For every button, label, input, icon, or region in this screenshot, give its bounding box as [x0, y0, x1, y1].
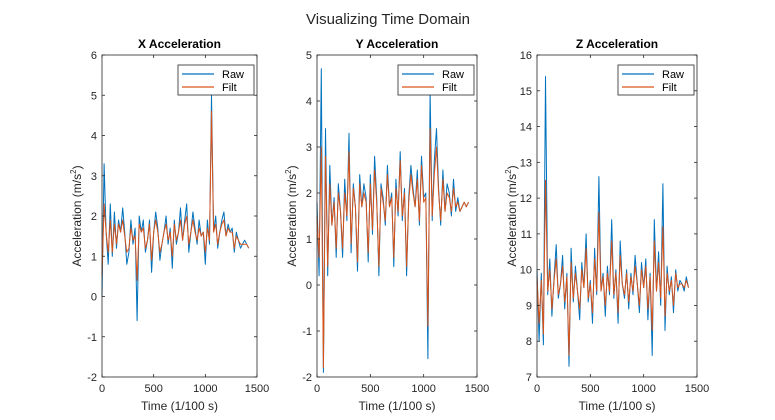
x-tick-label: 1500 — [685, 383, 709, 395]
y-tick-label: 5 — [306, 50, 312, 62]
y-tick-label: 3 — [306, 142, 312, 154]
x-axis-label: Time (1/100 s) — [141, 399, 218, 413]
y-axis-label: Acceleration (m/s2) — [284, 165, 299, 266]
y-tick-label: 2 — [306, 188, 312, 200]
x-tick-label: 0 — [534, 383, 540, 395]
y-tick-label: 0 — [91, 292, 97, 304]
x-tick-label: 1000 — [631, 383, 655, 395]
y-tick-label: 3 — [91, 171, 97, 183]
y-tick-label: 15 — [520, 86, 532, 98]
x-axis-label: Time (1/100 s) — [579, 399, 656, 413]
y-tick-label: -2 — [87, 372, 97, 384]
figure-title: Visualizing Time Domain — [306, 11, 470, 28]
y-tick-label: 9 — [526, 300, 532, 312]
x-axis-label: Time (1/100 s) — [359, 399, 436, 413]
legend-box — [617, 64, 695, 96]
y-axis-label: Acceleration (m/s2) — [69, 165, 84, 266]
x-tick-label: 500 — [361, 383, 379, 395]
y-tick-label: 12 — [520, 193, 532, 205]
y-tick-label: 14 — [520, 122, 532, 134]
y-tick-label: 4 — [91, 131, 97, 143]
axes-box — [316, 54, 478, 378]
subplot-title: Y Acceleration — [356, 37, 439, 51]
y-tick-label: -2 — [302, 372, 312, 384]
series-line-filt — [316, 128, 469, 369]
y-tick-label: 4 — [306, 96, 312, 108]
y-tick-label: 1 — [91, 251, 97, 263]
legend-label-filt: Filt — [442, 82, 457, 94]
y-tick-label: 2 — [91, 211, 97, 223]
y-tick-label: 0 — [306, 280, 312, 292]
y-tick-label: 11 — [521, 229, 532, 241]
legend-label-raw: Raw — [222, 69, 244, 81]
y-tick-label: -1 — [302, 326, 312, 338]
x-tick-label: 0 — [314, 383, 320, 395]
legend-label-filt: Filt — [662, 82, 677, 94]
legend-label-raw: Raw — [662, 69, 684, 81]
x-tick-label: 1000 — [193, 383, 217, 395]
x-tick-label: 1500 — [245, 383, 269, 395]
x-tick-label: 500 — [581, 383, 599, 395]
series-line-filt — [536, 179, 689, 356]
y-axis-label: Acceleration (m/s2) — [504, 165, 519, 266]
legend-label-raw: Raw — [442, 69, 464, 81]
x-tick-label: 1500 — [465, 383, 489, 395]
y-tick-label: 8 — [526, 336, 532, 348]
y-tick-label: 5 — [91, 90, 97, 102]
y-tick-label: 7 — [526, 372, 532, 384]
y-tick-label: 6 — [91, 50, 97, 62]
legend-box — [397, 64, 475, 96]
x-tick-label: 500 — [144, 383, 162, 395]
y-tick-label: 10 — [520, 265, 532, 277]
y-tick-label: 13 — [520, 157, 532, 169]
subplot-1: 0 500 1000 1500 -2 -1 0 1 2 3 4 5 6 X Acceleration Tim… — [69, 37, 269, 413]
x-tick-label: 1000 — [411, 383, 435, 395]
legend-label-filt: Filt — [222, 82, 237, 94]
subplot-title: X Acceleration — [138, 37, 221, 51]
series-line-filt — [101, 110, 250, 281]
subplot-3: 0 500 1000 1500 7 8 9 10 11 12 13 14 15 16 Z Accelerat… — [504, 37, 709, 413]
y-tick-label: 1 — [306, 234, 312, 246]
x-tick-label: 0 — [99, 383, 105, 395]
subplot-title: Z Acceleration — [576, 37, 658, 51]
axes-box — [536, 54, 698, 378]
subplot-2: 0 500 1000 1500 -2 -1 0 1 2 3 4 5 Y Acceleration Time… — [284, 37, 489, 413]
y-tick-label: 16 — [520, 50, 532, 62]
legend-box — [177, 64, 255, 96]
y-tick-label: -1 — [87, 332, 97, 344]
